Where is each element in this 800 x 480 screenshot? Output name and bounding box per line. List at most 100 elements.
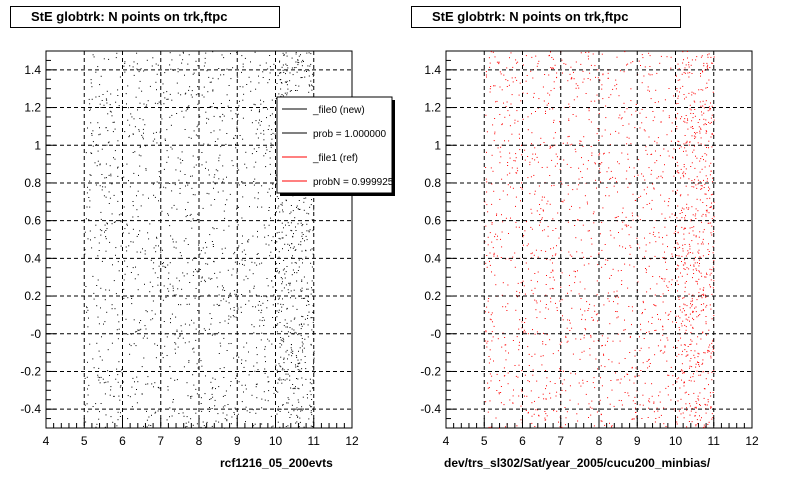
data-point <box>275 324 277 326</box>
data-point <box>632 219 634 221</box>
data-point <box>670 140 672 142</box>
data-point <box>549 94 551 96</box>
data-point <box>641 82 643 84</box>
data-point <box>213 176 215 178</box>
data-point <box>699 404 700 405</box>
data-point <box>505 359 507 361</box>
data-point <box>277 421 279 423</box>
data-point <box>596 411 598 413</box>
data-point <box>95 96 97 98</box>
data-point <box>648 167 650 169</box>
data-point <box>296 365 298 367</box>
data-point <box>683 297 685 299</box>
data-point <box>580 239 582 241</box>
data-point <box>692 277 693 279</box>
data-point <box>601 53 603 55</box>
data-point <box>267 338 269 340</box>
data-point <box>114 150 116 152</box>
data-point <box>101 100 103 101</box>
data-point <box>668 281 670 283</box>
data-point <box>156 73 158 75</box>
data-point <box>116 425 118 427</box>
data-point <box>693 181 695 183</box>
data-point <box>291 262 293 264</box>
data-point <box>312 305 314 307</box>
data-point <box>260 99 261 101</box>
data-point <box>174 379 176 381</box>
data-point <box>226 414 228 416</box>
data-point <box>635 407 636 409</box>
data-point <box>522 64 524 66</box>
data-point <box>706 147 707 148</box>
data-point <box>490 380 492 382</box>
data-point <box>288 398 290 400</box>
data-point <box>100 211 102 213</box>
data-point <box>693 354 695 356</box>
data-point <box>235 377 237 379</box>
data-point <box>702 293 704 295</box>
data-point <box>149 223 151 225</box>
data-point <box>293 246 295 248</box>
data-point <box>520 100 522 102</box>
data-point <box>105 236 107 238</box>
data-point <box>626 373 628 375</box>
data-point <box>496 373 498 375</box>
data-point <box>637 215 639 217</box>
data-point <box>169 225 171 227</box>
data-point <box>682 412 684 414</box>
data-point <box>600 163 602 165</box>
data-point <box>286 308 288 310</box>
data-point <box>675 230 676 232</box>
data-point <box>155 245 157 247</box>
data-point <box>702 362 704 364</box>
data-point <box>627 158 629 160</box>
data-point <box>677 165 679 167</box>
data-point <box>705 209 707 211</box>
data-point <box>692 312 694 313</box>
data-point <box>253 166 255 168</box>
data-point <box>237 76 239 78</box>
data-point <box>272 304 274 306</box>
data-point <box>648 321 649 323</box>
data-point <box>690 264 691 266</box>
data-point <box>708 222 710 224</box>
data-point <box>291 328 293 330</box>
data-point <box>630 143 632 145</box>
data-point <box>648 407 650 409</box>
data-point <box>582 382 584 384</box>
data-point <box>691 91 693 93</box>
data-point <box>691 162 693 164</box>
data-point <box>549 145 551 147</box>
data-point <box>594 65 596 67</box>
data-point <box>604 129 606 131</box>
data-point <box>630 62 632 64</box>
data-point <box>707 56 709 58</box>
data-point <box>645 271 647 273</box>
data-point <box>536 210 538 212</box>
data-point <box>152 300 154 302</box>
data-point <box>105 414 107 416</box>
data-point <box>555 395 557 397</box>
data-point <box>301 297 303 299</box>
data-point <box>703 112 705 114</box>
data-point <box>192 275 194 276</box>
data-point <box>268 207 270 208</box>
data-point <box>639 112 641 114</box>
data-point <box>541 199 543 201</box>
data-point <box>597 77 599 79</box>
data-point <box>683 94 685 95</box>
data-point <box>706 131 708 133</box>
data-point <box>192 348 194 350</box>
data-point <box>228 85 230 86</box>
data-point <box>691 186 693 188</box>
data-point <box>540 208 542 210</box>
data-point <box>658 236 660 238</box>
data-point <box>690 410 692 412</box>
data-point <box>197 103 199 105</box>
data-point <box>183 275 185 277</box>
data-point <box>239 86 241 88</box>
data-point <box>550 397 552 399</box>
data-point <box>677 172 679 174</box>
data-point <box>693 319 695 321</box>
data-point <box>102 94 104 95</box>
